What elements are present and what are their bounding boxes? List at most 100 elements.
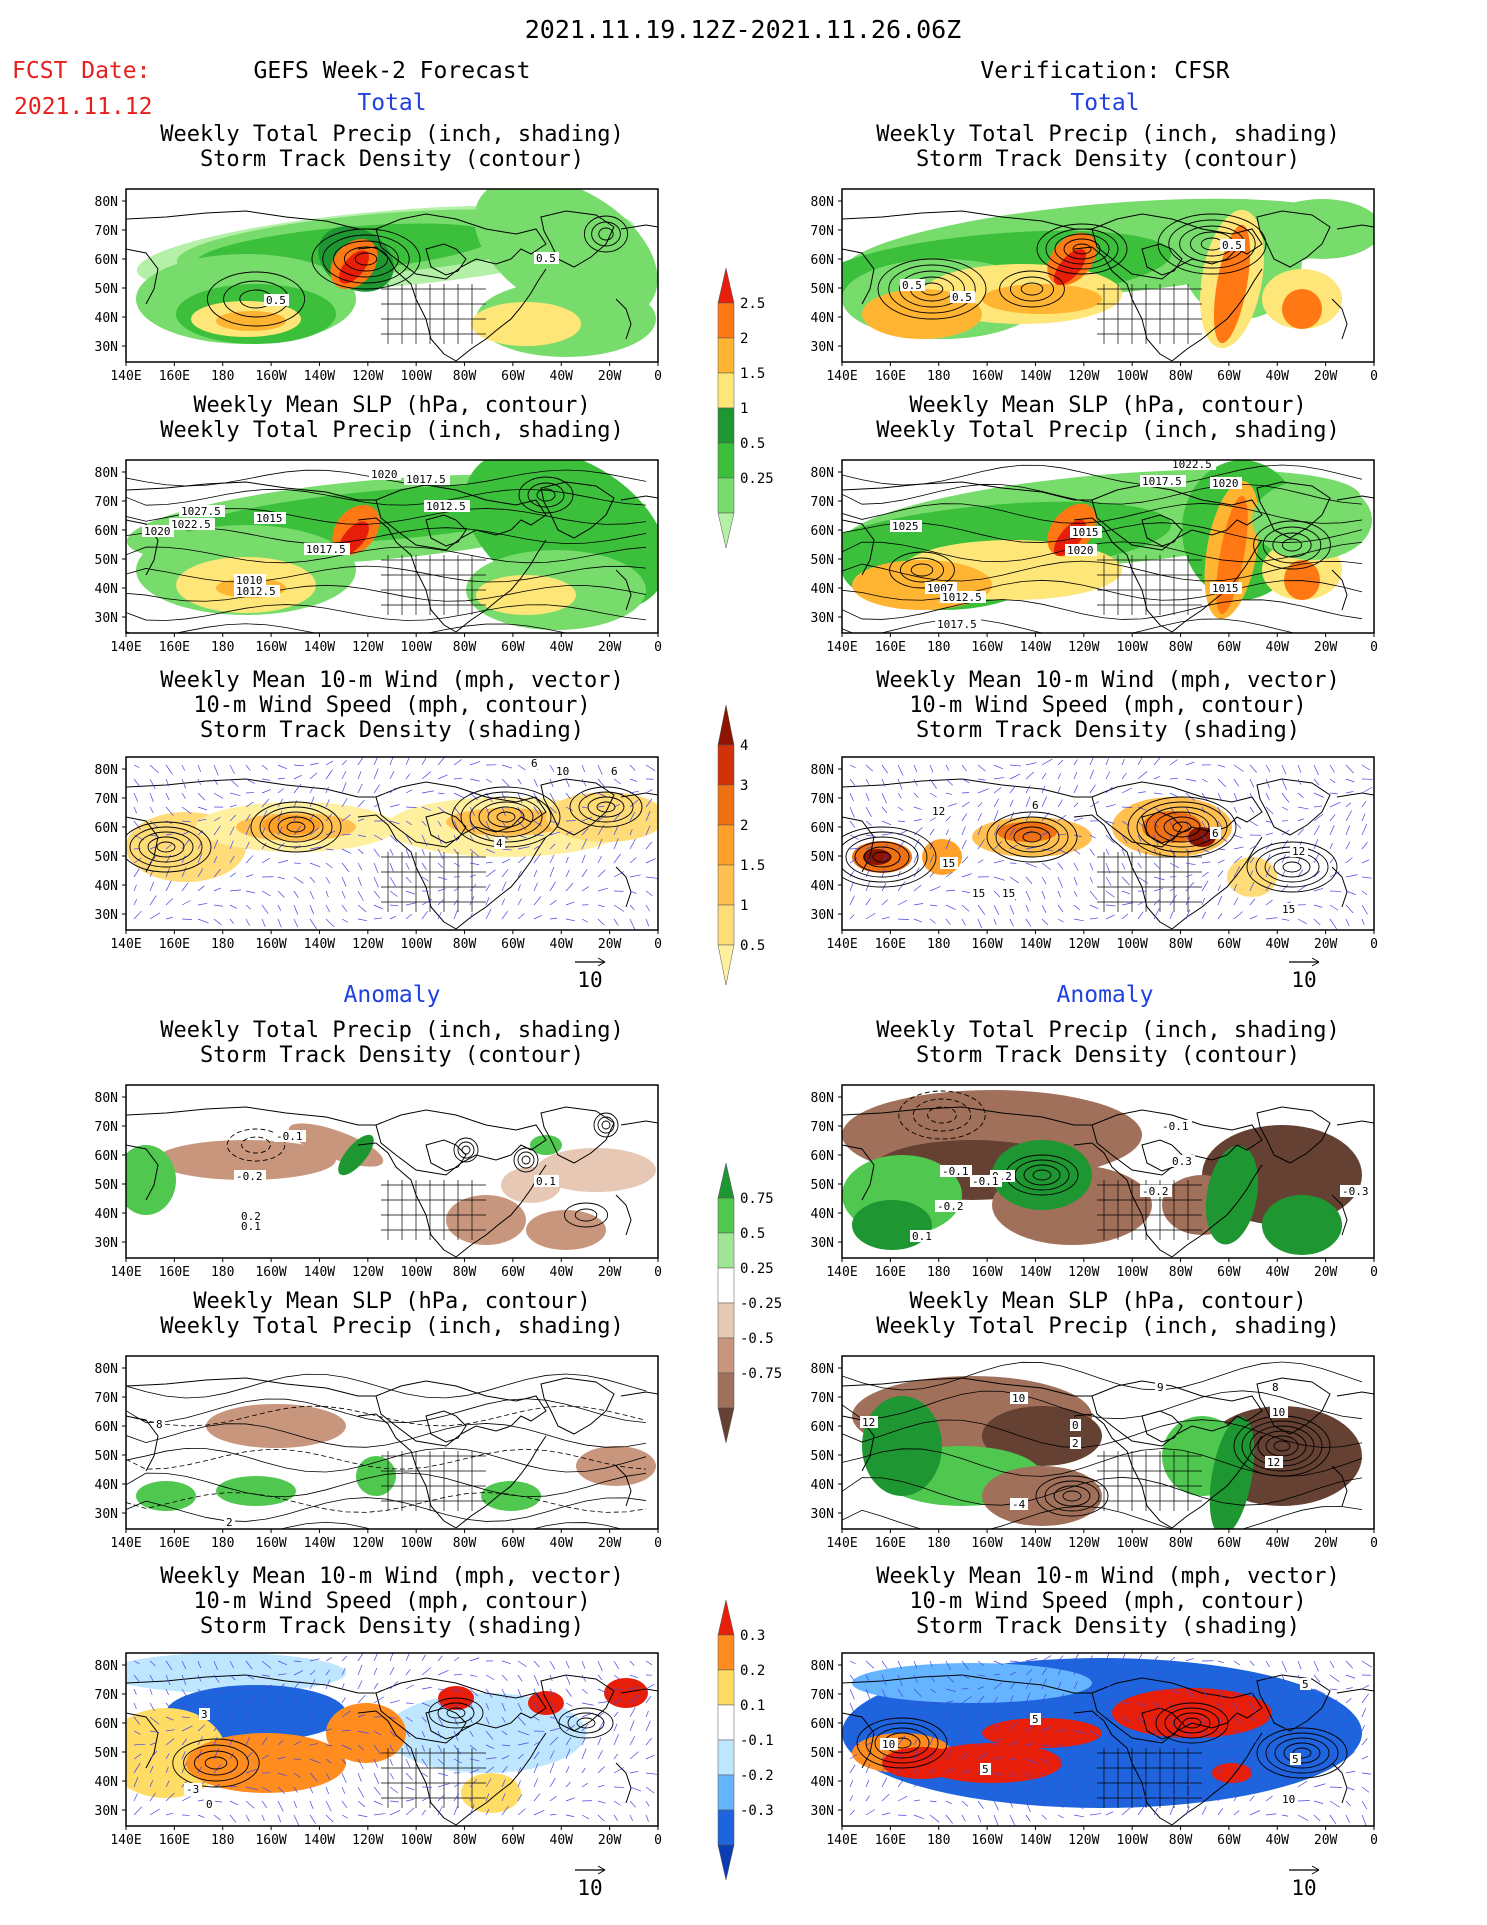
wind-vector <box>597 805 605 808</box>
contour-line <box>1246 841 1338 893</box>
wind-vector <box>1169 894 1177 906</box>
fcst-date-label: FCST Date: <box>12 58 150 84</box>
wind-vector <box>181 1796 191 1802</box>
lon-label: 160W <box>971 640 1002 655</box>
contour-line <box>1281 538 1303 552</box>
lon-label: 20W <box>598 1833 622 1848</box>
wind-vector <box>197 1814 205 1818</box>
contour-label-bg <box>1170 1155 1195 1167</box>
lat-label: 80N <box>95 763 118 778</box>
wind-vector <box>501 1755 510 1760</box>
shaded-region <box>186 1733 346 1793</box>
wind-vector <box>549 1688 554 1696</box>
wind-vector <box>977 1720 983 1732</box>
wind-vector <box>421 1730 426 1738</box>
wind-vector <box>1329 792 1338 795</box>
wind-vector <box>945 1660 952 1671</box>
wind-vector <box>1249 1740 1257 1746</box>
reference-value: 10 <box>1291 968 1316 992</box>
shaded-region <box>471 302 581 346</box>
wind-vector <box>405 1730 411 1738</box>
coastline <box>1256 1674 1331 1732</box>
wind-vector <box>977 802 983 808</box>
wind-vector <box>1025 1800 1031 1813</box>
wind-vector <box>533 896 542 906</box>
wind-vector <box>277 842 285 850</box>
wind-vector <box>341 848 352 854</box>
lon-label: 160W <box>971 937 1002 952</box>
wind-vector <box>1121 759 1125 766</box>
contour-line <box>845 836 919 878</box>
wind-vector <box>1105 1800 1116 1803</box>
wind-vector <box>1169 848 1177 858</box>
wind-vector <box>1041 1655 1052 1662</box>
wind-vector <box>277 876 285 880</box>
colorbar-label: -0.3 <box>740 1803 774 1819</box>
lat-label: 70N <box>811 1120 834 1135</box>
contour-line <box>277 816 315 838</box>
wind-vector <box>485 1744 495 1749</box>
contour-label: -0.1 <box>972 1175 999 1188</box>
wind-vector <box>357 862 363 871</box>
wind-vector <box>245 1736 251 1746</box>
lat-label: 50N <box>95 1178 118 1193</box>
wind-vector <box>1057 1758 1065 1767</box>
panel-title-line: Weekly Total Precip (inch, shading) <box>876 418 1340 443</box>
wind-vector <box>389 848 394 856</box>
wind-vector <box>993 1738 1002 1746</box>
contour-label: 8 <box>156 1418 163 1431</box>
wind-vector <box>1153 1758 1162 1767</box>
lat-label: 30N <box>811 1507 834 1522</box>
wind-vector <box>597 1750 603 1760</box>
contour-label: -0.1 <box>276 1130 303 1143</box>
wind-vector <box>1025 1707 1032 1718</box>
wind-vector <box>865 1742 872 1746</box>
contour-line <box>343 246 389 272</box>
wind-vector <box>881 778 886 787</box>
wind-vector <box>357 890 364 901</box>
wind-vector <box>325 918 335 928</box>
wind-vector <box>357 757 364 766</box>
contour-line <box>527 482 565 508</box>
wind-vector <box>1137 806 1147 811</box>
coastline <box>1171 268 1263 362</box>
wind-vector <box>613 1660 620 1669</box>
wind-vector <box>341 833 352 836</box>
wind-vector <box>865 898 871 906</box>
wind-vector <box>277 777 285 780</box>
wind-vector <box>1121 787 1132 794</box>
wind-vector <box>1105 876 1112 886</box>
colorbar-cell <box>717 944 735 986</box>
contour-line <box>1004 821 1060 853</box>
wind-vector <box>133 1660 140 1665</box>
contour-line <box>126 821 212 873</box>
wind-vector <box>1361 813 1366 822</box>
wind-vector <box>533 844 542 850</box>
wind-vector <box>993 890 1002 899</box>
wind-vector <box>549 1762 555 1774</box>
wind-vector <box>261 1684 272 1690</box>
wind-vector <box>1217 1755 1224 1760</box>
wind-vector <box>597 1800 606 1804</box>
wind-vector <box>421 757 427 766</box>
wind-vector <box>977 1800 984 1809</box>
wind-vector <box>897 1814 907 1816</box>
lat-label: 40N <box>811 1207 834 1222</box>
wind-vector <box>501 1744 511 1747</box>
wind-vector <box>993 1786 1002 1795</box>
wind-vector <box>197 764 202 772</box>
wind-vector <box>261 1696 268 1704</box>
wind-vector <box>293 1741 302 1746</box>
wind-vector <box>961 873 972 878</box>
wind-vector <box>1233 1779 1238 1788</box>
wind-vector <box>1329 1814 1337 1825</box>
wind-vector <box>1281 806 1289 811</box>
wind-vector <box>485 883 491 892</box>
wind-vector <box>309 1679 316 1690</box>
contour-label: 2 <box>1072 1437 1079 1450</box>
wind-vector <box>913 1702 922 1706</box>
wind-vector <box>849 914 855 920</box>
wind-vector <box>293 1680 301 1690</box>
wind-vector <box>1137 1772 1148 1780</box>
wind-vector <box>1201 911 1206 920</box>
